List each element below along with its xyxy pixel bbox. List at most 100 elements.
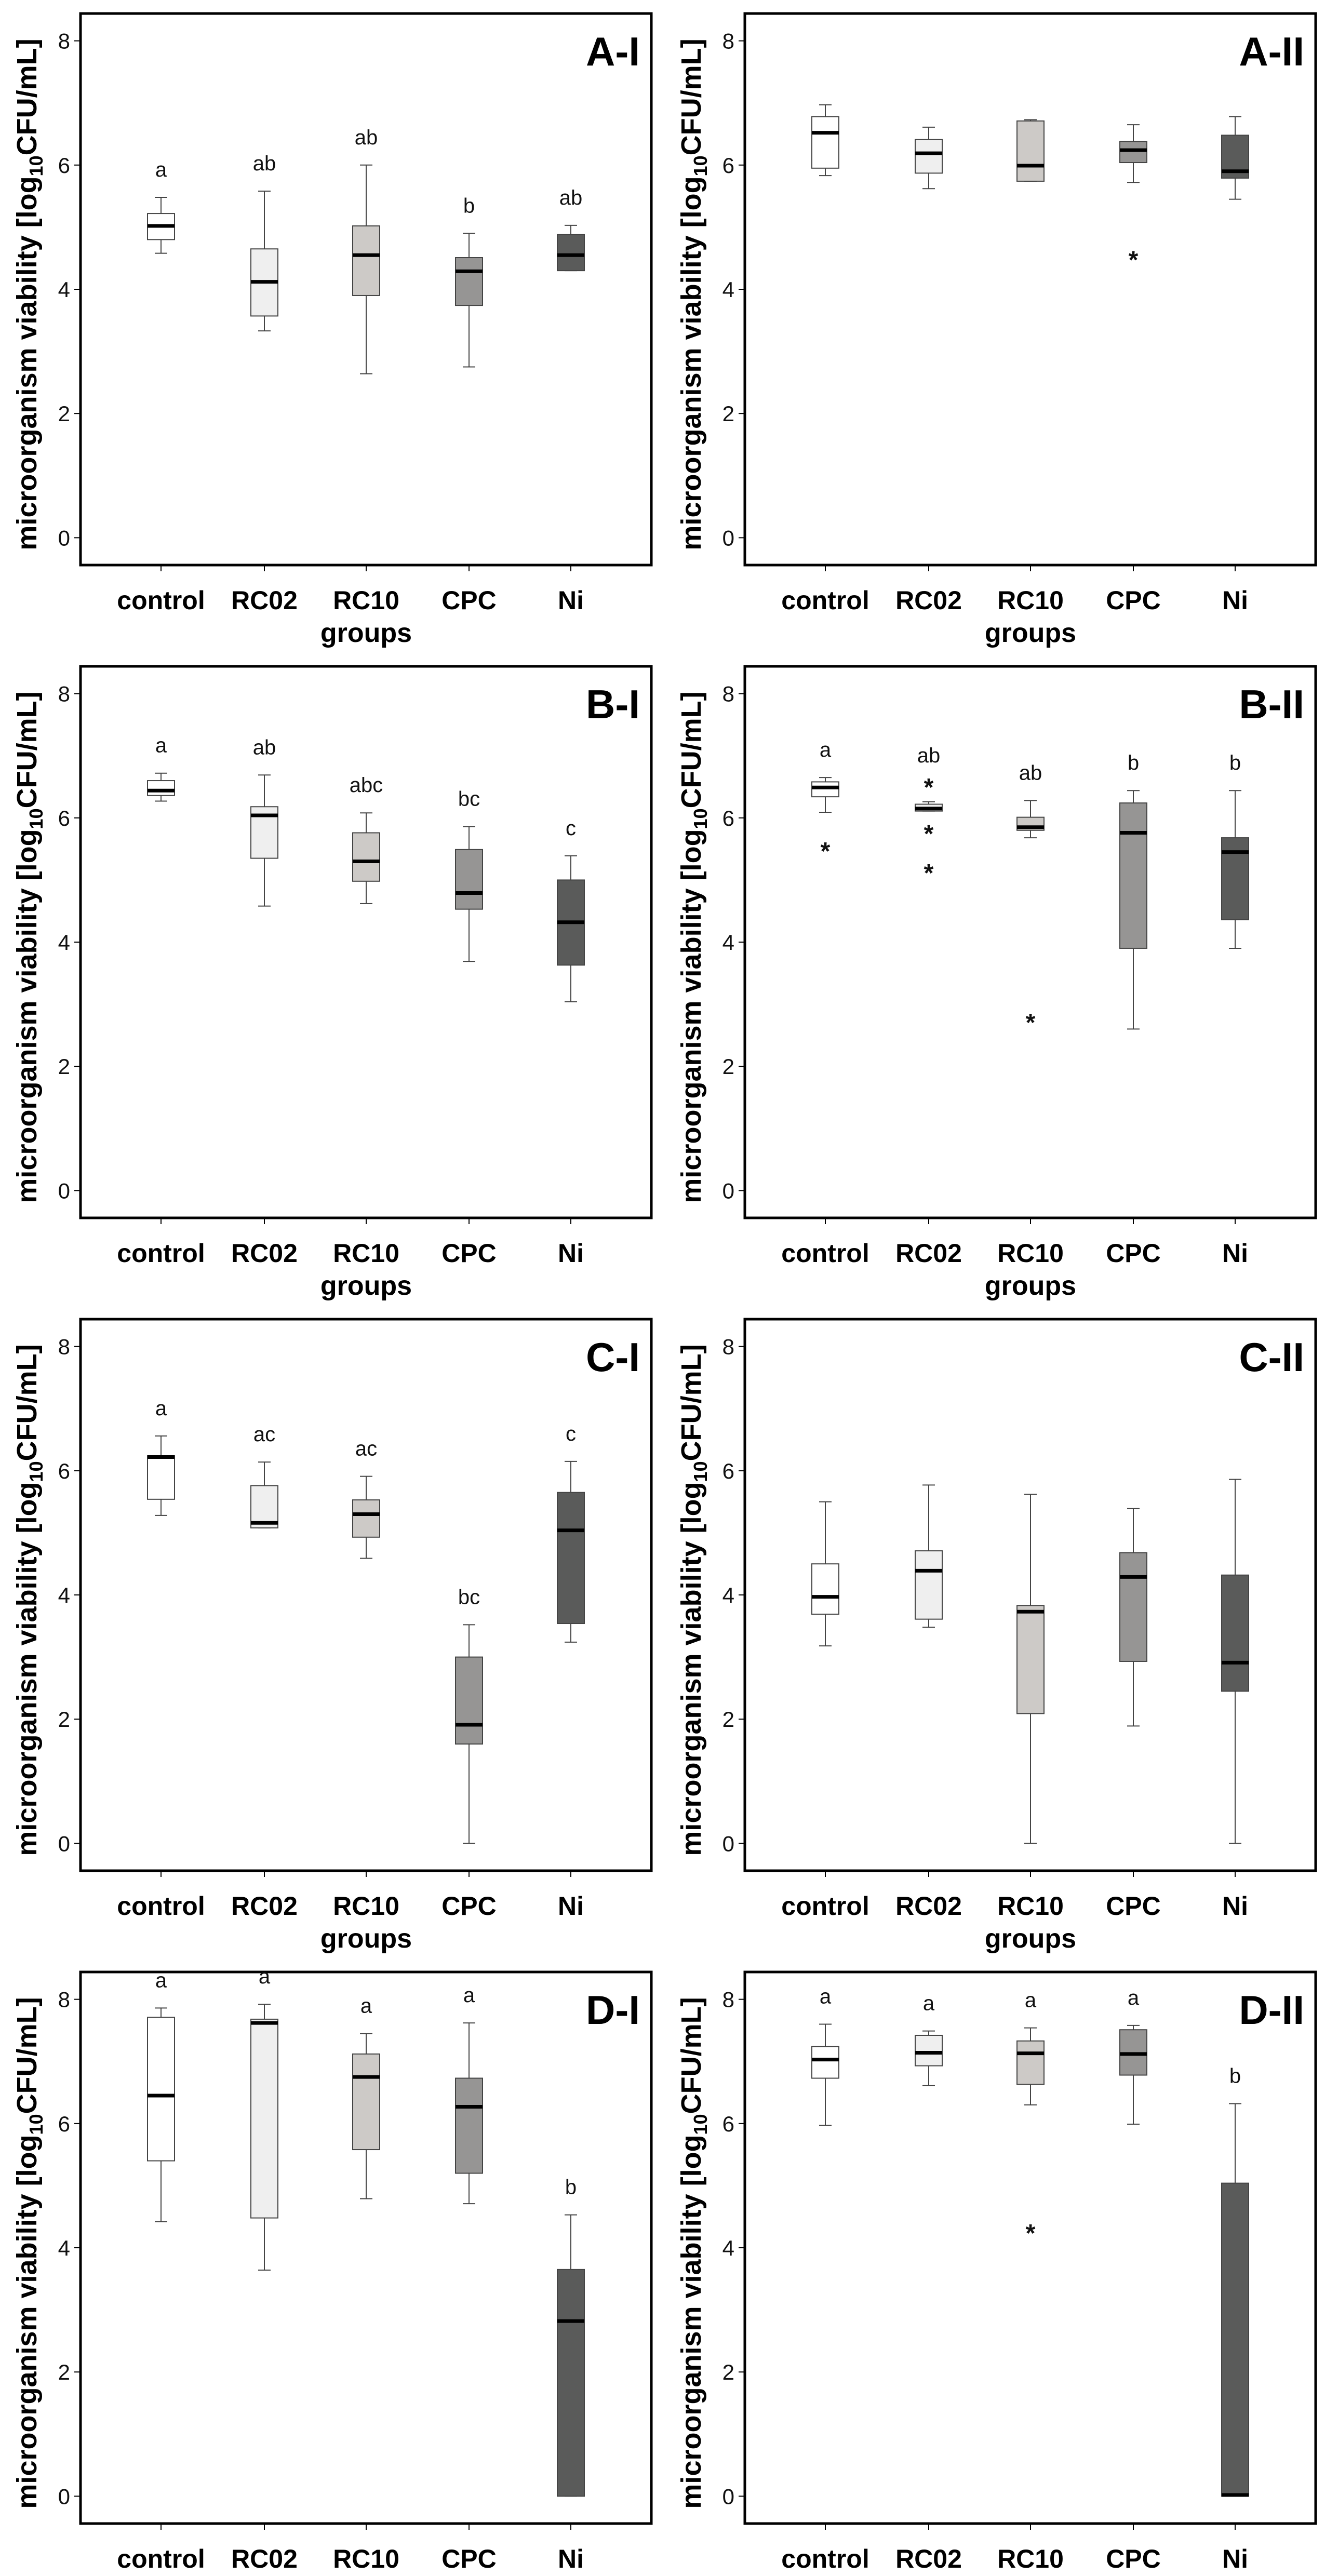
x-tick-label: CPC: [1106, 586, 1161, 615]
iqr-box: [1221, 837, 1249, 920]
iqr-box: [557, 2269, 585, 2497]
outlier-marker: *: [1026, 1009, 1036, 1037]
iqr-box: [811, 116, 839, 169]
panel-d-i: 0 2 4 6 8 microorganism viability [log10CFU/m…: [11, 1965, 653, 2573]
outlier-marker: *: [1129, 246, 1139, 274]
y-axis-label: microorganism viability [log10CFU/mL]: [676, 38, 711, 550]
x-tick-label: Ni: [558, 1891, 584, 1921]
y-tick-label: 6: [58, 153, 70, 178]
x-tick-label: RC10: [997, 2544, 1064, 2573]
x-axis-label: groups: [985, 1271, 1076, 1301]
panel-label: C-I: [586, 1334, 640, 1380]
x-tick-label: RC10: [997, 1239, 1064, 1268]
y-tick-label: 8: [722, 682, 734, 706]
x-tick-label: RC10: [333, 1239, 399, 1268]
y-label-subscript: 10: [25, 2114, 47, 2135]
box-ni: c: [557, 1423, 585, 1643]
significance-letter: c: [566, 817, 576, 840]
panel-label: C-II: [1239, 1334, 1304, 1380]
y-tick-label: 8: [722, 29, 734, 53]
x-tick-label: RC10: [333, 586, 399, 615]
y-tick-label: 2: [58, 1054, 70, 1079]
significance-letter: a: [463, 1984, 475, 2007]
x-tick-label: RC10: [333, 2544, 399, 2573]
y-tick-label: 0: [722, 1178, 734, 1203]
box-rc10: [1016, 119, 1045, 182]
x-tick-label: control: [117, 1239, 205, 1268]
box-rc02: [915, 1484, 943, 1628]
significance-letter: ac: [253, 1423, 275, 1446]
x-tick-label: CPC: [441, 586, 497, 615]
x-tick-label: RC02: [231, 2544, 298, 2573]
y-tick-label: 4: [58, 2236, 70, 2260]
y-tick-label: 2: [58, 2360, 70, 2384]
iqr-box: [557, 1492, 585, 1625]
box-ni: b: [1221, 752, 1249, 949]
y-tick-label: 8: [722, 1988, 734, 2012]
box-rc10: [1016, 1494, 1045, 1844]
y-label-text: CFU/mL]: [676, 1997, 707, 2114]
iqr-box: [147, 2017, 175, 2162]
y-tick-label: 6: [722, 153, 734, 178]
y-label-text: microorganism viability [log: [676, 829, 707, 1203]
iqr-box: [915, 139, 943, 174]
panel-d-ii: 0 2 4 6 8 microorganism viability [log10CFU/m…: [676, 1970, 1317, 2573]
panel-b-i: 0 2 4 6 8 microorganism viability [log10CFU/m…: [11, 665, 653, 1301]
y-tick-label: 8: [58, 29, 70, 53]
iqr-box: [455, 1656, 483, 1745]
panel-label: B-II: [1239, 681, 1304, 727]
y-tick-label: 6: [58, 1459, 70, 1483]
y-label-text: microorganism viability [log: [676, 1482, 707, 1856]
box-rc02: [915, 126, 943, 190]
y-tick-label: 4: [58, 1583, 70, 1607]
y-tick-label: 0: [58, 2484, 70, 2508]
iqr-box: [455, 257, 483, 306]
x-axis-label: groups: [320, 1924, 412, 1954]
x-tick-label: Ni: [1222, 1239, 1248, 1268]
y-tick-label: 4: [58, 277, 70, 302]
y-tick-label: 8: [58, 1335, 70, 1359]
x-tick-label: RC02: [895, 1891, 962, 1921]
x-tick-label: CPC: [1106, 1239, 1161, 1268]
y-label-text: CFU/mL]: [676, 691, 707, 808]
y-tick-label: 2: [722, 1707, 734, 1732]
y-label-text: microorganism viability [log: [11, 176, 43, 550]
y-axis-label: microorganism viability [log10CFU/mL]: [11, 1997, 47, 2508]
panel-label: A-II: [1239, 29, 1304, 74]
iqr-box: [915, 1550, 943, 1620]
y-tick-label: 2: [722, 1054, 734, 1079]
box-rc10: ab: [352, 126, 380, 374]
y-axis-label: microorganism viability [log10CFU/mL]: [676, 1997, 711, 2508]
panel-label: B-I: [586, 681, 640, 727]
box-control: a: [147, 158, 175, 254]
x-tick-label: CPC: [441, 2544, 497, 2573]
iqr-box: [147, 780, 175, 796]
y-label-text: microorganism viability [log: [11, 829, 43, 1203]
x-tick-label: RC10: [997, 1891, 1064, 1921]
iqr-box: [1221, 2182, 1249, 2497]
panel-b-ii: 0 2 4 6 8 microorganism viability [log10CFU/m…: [676, 665, 1317, 1301]
x-tick-label: Ni: [558, 1239, 584, 1268]
y-label-subscript: 10: [25, 155, 47, 176]
box-control: a: [147, 1969, 175, 2222]
panel-label: D-II: [1239, 1987, 1304, 2033]
significance-letter: b: [1229, 752, 1241, 774]
panel-a-ii: 0 2 4 6 8 microorganism viability [log10CFU/m…: [676, 12, 1317, 648]
y-tick-label: 0: [58, 1831, 70, 1856]
significance-letter: ab: [917, 744, 941, 767]
significance-letter: bc: [458, 1586, 480, 1608]
box-cpc: a: [1119, 1987, 1147, 2125]
y-axis-label: microorganism viability [log10CFU/mL]: [11, 691, 47, 1203]
significance-letter: b: [463, 194, 475, 217]
y-tick-label: 0: [722, 1831, 734, 1856]
box-rc02: ab: [250, 736, 278, 907]
x-tick-label: Ni: [1222, 1891, 1248, 1921]
x-tick-label: RC10: [997, 586, 1064, 615]
x-tick-label: control: [117, 2544, 205, 2573]
box-control: *a: [811, 739, 839, 865]
plot-frame: [743, 665, 1317, 1219]
iqr-box: [1119, 802, 1147, 949]
iqr-box: [352, 2053, 380, 2151]
significance-letter: a: [820, 1985, 832, 2008]
